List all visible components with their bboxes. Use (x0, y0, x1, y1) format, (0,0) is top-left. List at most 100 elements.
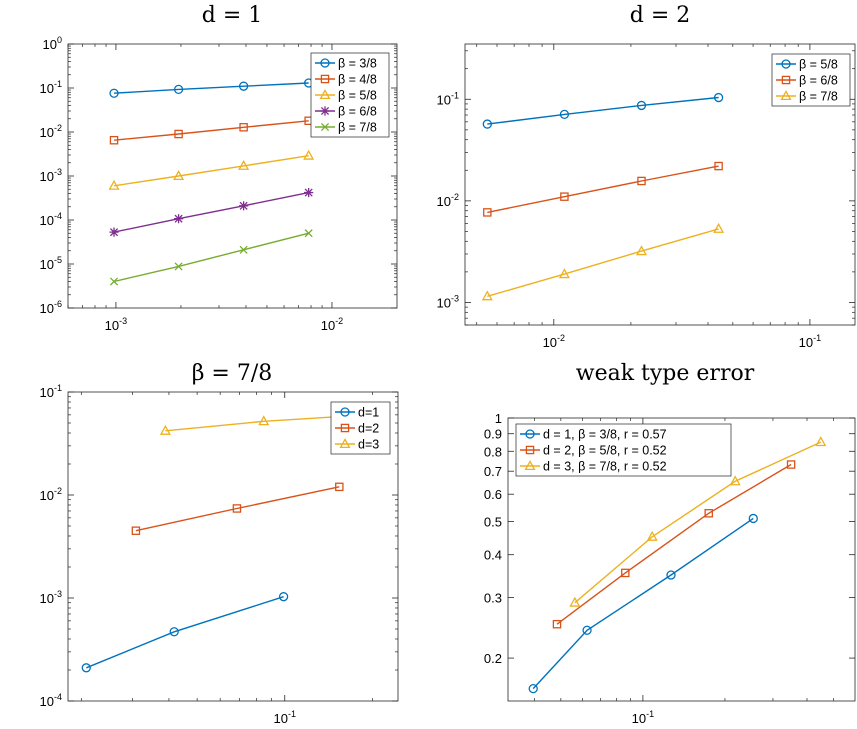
x-tick-label: 10-1 (799, 333, 821, 350)
data-point (582, 625, 592, 635)
chart-title: β = 7/8 (192, 361, 273, 386)
legend-entry: d=2 (335, 422, 379, 436)
legend-entry: β = 4/8 (315, 73, 377, 87)
legend-marker (340, 423, 350, 433)
data-point (748, 513, 758, 524)
series-2 (131, 482, 344, 535)
legend-marker (781, 75, 791, 85)
legend-entry: β = 6/8 (315, 105, 377, 119)
plot-frame (507, 417, 856, 702)
data-point (483, 208, 492, 217)
data-point (552, 619, 562, 629)
legend-label: d = 2, β = 5/8, r = 0.52 (543, 444, 667, 458)
series-line (113, 155, 309, 187)
series-line (487, 165, 719, 214)
data-point (108, 179, 120, 190)
x-tick-label: 10-2 (321, 316, 343, 333)
series-3 (108, 149, 315, 190)
series-3 (569, 436, 827, 607)
legend-entry: d = 3, β = 7/8, r = 0.52 (520, 460, 667, 474)
data-point (109, 277, 119, 286)
data-point (239, 201, 249, 211)
legend-box (515, 423, 732, 477)
y-tick-label: 0.7 (484, 464, 502, 479)
legend: β = 5/8 β = 6/8 β = 7/8 (771, 53, 851, 107)
y-tick-label: 0.4 (484, 548, 502, 563)
series-line (135, 486, 340, 532)
legend-marker (320, 122, 330, 132)
legend-label: d=1 (358, 406, 379, 420)
legend-label: d = 1, β = 3/8, r = 0.57 (543, 428, 667, 442)
data-point (646, 530, 658, 541)
data-point (109, 135, 119, 145)
data-point (560, 192, 569, 201)
plot-frame (67, 391, 399, 702)
legend-label: β = 6/8 (338, 105, 377, 119)
y-tick-label: 10-6 (40, 299, 62, 316)
data-point (258, 415, 270, 426)
data-point (666, 570, 676, 580)
data-point (239, 245, 248, 254)
x-tick-label: 10-3 (105, 316, 127, 333)
data-point (729, 475, 741, 486)
series-line (556, 463, 792, 625)
series-line (86, 596, 284, 669)
y-tick-label: 0.9 (484, 427, 502, 442)
data-point (482, 119, 492, 129)
data-point (131, 526, 141, 535)
legend-entry: β = 7/8 (315, 121, 377, 135)
data-point (636, 100, 647, 111)
y-tick-label: 10-1 (40, 383, 62, 400)
y-tick-label: 0.2 (484, 651, 502, 666)
y-tick-label: 100 (43, 35, 62, 52)
legend-entry: β = 6/8 (776, 74, 838, 88)
legend-entry: β = 5/8 (315, 89, 377, 103)
y-tick-label: 10-3 (40, 167, 62, 184)
chart-panel-2: d = 210-2 10-110-310-210-1β = 5/8β = 6/8β… (437, 3, 856, 350)
y-tick-label: 10-1 (437, 90, 459, 107)
series-3 (481, 222, 725, 301)
data-point (174, 129, 183, 139)
data-point (304, 229, 313, 238)
data-point (278, 592, 289, 602)
legend-marker (525, 445, 535, 455)
data-point (303, 149, 315, 160)
series-1 (482, 92, 724, 129)
data-point (239, 123, 248, 132)
y-tick-label: 0.8 (484, 444, 502, 459)
data-point (81, 663, 91, 673)
legend-entry: d=1 (335, 406, 379, 420)
legend-label: β = 4/8 (338, 73, 377, 87)
legend-entry: β = 3/8 (315, 57, 377, 71)
data-point (815, 436, 827, 447)
series-line (113, 232, 309, 283)
data-point (569, 596, 581, 607)
y-tick-label: 0.5 (484, 514, 502, 529)
legend-entry: β = 5/8 (776, 58, 838, 72)
series-line (487, 96, 719, 125)
legend-label: β = 3/8 (338, 57, 377, 71)
series-line (113, 191, 309, 233)
y-tick-label: 10-5 (40, 255, 62, 272)
chart-title: d = 2 (630, 3, 691, 28)
series-line (113, 120, 309, 141)
data-point (232, 504, 242, 513)
legend: β = 3/8 β = 4/8 β = 5/8 β = 6/8 β = 7/8 (310, 52, 390, 138)
legend-label: β = 5/8 (338, 89, 377, 103)
series-line (574, 441, 822, 604)
legend-marker (525, 429, 535, 439)
legend-marker (780, 90, 792, 101)
data-point (173, 170, 185, 181)
legend-label: d=3 (358, 438, 379, 452)
series-4 (109, 187, 314, 237)
plot-frame (464, 43, 856, 326)
x-tick-label: 10-1 (273, 709, 295, 726)
x-tick-label: 10-2 (543, 333, 565, 350)
legend-label: β = 5/8 (799, 58, 838, 72)
legend-marker (320, 74, 330, 84)
series-2 (483, 161, 723, 217)
data-point (174, 262, 183, 271)
data-point (713, 92, 724, 103)
chart-title: weak type error (576, 361, 755, 386)
